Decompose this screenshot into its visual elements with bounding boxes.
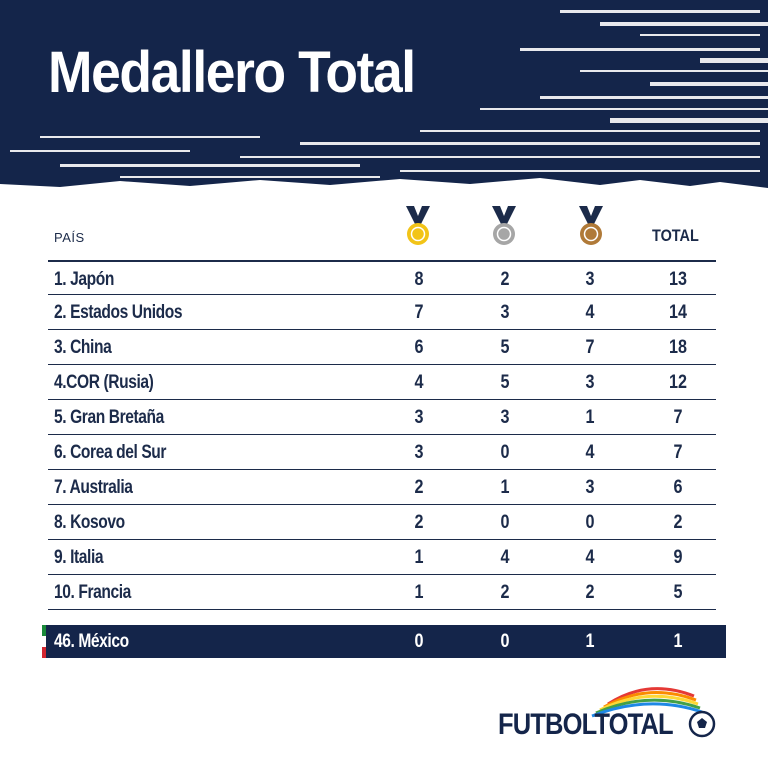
bronze-count: 7 bbox=[585, 337, 595, 358]
logo-arc-icon bbox=[591, 687, 716, 738]
total-count: 9 bbox=[673, 547, 683, 568]
total-count: 6 bbox=[673, 477, 683, 498]
country-name: 8. Kosovo bbox=[54, 512, 125, 533]
bronze-count: 2 bbox=[585, 582, 595, 603]
gold-count: 0 bbox=[414, 631, 424, 652]
country-name: 3. China bbox=[54, 337, 112, 358]
bronze-count: 4 bbox=[585, 547, 595, 568]
bronze-count: 4 bbox=[585, 442, 595, 463]
table-row: 9. Italia 1 4 4 9 bbox=[48, 540, 716, 575]
silver-count: 2 bbox=[500, 582, 510, 603]
bronze-count: 3 bbox=[585, 477, 595, 498]
silver-count: 0 bbox=[500, 631, 510, 652]
country-name: 5. Gran Bretaña bbox=[54, 407, 164, 428]
table-row: 10. Francia 1 2 2 5 bbox=[48, 575, 716, 610]
title-banner: Medallero Total bbox=[0, 0, 768, 192]
table-row: 2. Estados Unidos 7 3 4 14 bbox=[48, 295, 716, 330]
total-count: 12 bbox=[669, 372, 687, 393]
gold-count: 8 bbox=[414, 269, 424, 290]
gold-count: 2 bbox=[414, 477, 424, 498]
country-name: 6. Corea del Sur bbox=[54, 442, 167, 463]
bronze-count: 3 bbox=[585, 269, 595, 290]
mexico-flag-stripe-icon bbox=[42, 625, 46, 658]
gold-count: 3 bbox=[414, 407, 424, 428]
bronze-count: 0 bbox=[585, 512, 595, 533]
table-row: 4.COR (Rusia) 4 5 3 12 bbox=[48, 365, 716, 400]
country-name: 1. Japón bbox=[54, 269, 114, 290]
bronze-count: 3 bbox=[585, 372, 595, 393]
table-row: 1. Japón 8 2 3 13 bbox=[48, 260, 716, 295]
gold-medal-icon bbox=[406, 206, 430, 245]
column-header-country: PAÍS bbox=[54, 230, 85, 245]
total-count: 5 bbox=[673, 582, 683, 603]
bronze-medal-icon bbox=[579, 206, 603, 245]
silver-count: 2 bbox=[500, 269, 510, 290]
futboltotal-logo: FUTBOLTOTAL bbox=[498, 678, 718, 742]
medal-table: 1. Japón 8 2 3 13 2. Estados Unidos 7 3 … bbox=[48, 260, 716, 610]
silver-count: 3 bbox=[500, 302, 510, 323]
total-count: 2 bbox=[673, 512, 683, 533]
table-row: 7. Australia 2 1 3 6 bbox=[48, 470, 716, 505]
bronze-count: 4 bbox=[585, 302, 595, 323]
silver-count: 3 bbox=[500, 407, 510, 428]
bronze-count: 1 bbox=[585, 631, 595, 652]
gold-count: 1 bbox=[414, 582, 424, 603]
table-row: 3. China 6 5 7 18 bbox=[48, 330, 716, 365]
total-count: 13 bbox=[669, 269, 687, 290]
total-count: 18 bbox=[669, 337, 687, 358]
country-name: 46. México bbox=[54, 631, 129, 652]
gold-count: 1 bbox=[414, 547, 424, 568]
country-name: 2. Estados Unidos bbox=[54, 302, 183, 323]
silver-count: 0 bbox=[500, 442, 510, 463]
country-name: 4.COR (Rusia) bbox=[54, 372, 154, 393]
country-name: 9. Italia bbox=[54, 547, 104, 568]
gold-count: 7 bbox=[414, 302, 424, 323]
bronze-count: 1 bbox=[585, 407, 595, 428]
silver-count: 5 bbox=[500, 337, 510, 358]
column-header-total: TOTAL bbox=[652, 226, 699, 245]
gold-count: 2 bbox=[414, 512, 424, 533]
table-row: 6. Corea del Sur 3 0 4 7 bbox=[48, 435, 716, 470]
gold-count: 6 bbox=[414, 337, 424, 358]
table-row: 5. Gran Bretaña 3 3 1 7 bbox=[48, 400, 716, 435]
table-header: PAÍS TOTAL bbox=[0, 200, 768, 260]
brush-stroke-background bbox=[0, 0, 768, 188]
total-count: 7 bbox=[673, 442, 683, 463]
total-count: 14 bbox=[669, 302, 687, 323]
gold-count: 3 bbox=[414, 442, 424, 463]
silver-count: 4 bbox=[500, 547, 510, 568]
total-count: 7 bbox=[673, 407, 683, 428]
page-title: Medallero Total bbox=[48, 40, 416, 105]
total-count: 1 bbox=[673, 631, 683, 652]
table-row: 8. Kosovo 2 0 0 2 bbox=[48, 505, 716, 540]
country-name: 10. Francia bbox=[54, 582, 131, 603]
highlighted-row-mexico: 46. México 0 0 1 1 bbox=[42, 625, 726, 658]
logo-text: FUTBOLTOTAL bbox=[498, 708, 674, 741]
country-name: 7. Australia bbox=[54, 477, 133, 498]
silver-count: 5 bbox=[500, 372, 510, 393]
silver-count: 1 bbox=[500, 477, 510, 498]
silver-count: 0 bbox=[500, 512, 510, 533]
silver-medal-icon bbox=[492, 206, 516, 245]
gold-count: 4 bbox=[414, 372, 424, 393]
